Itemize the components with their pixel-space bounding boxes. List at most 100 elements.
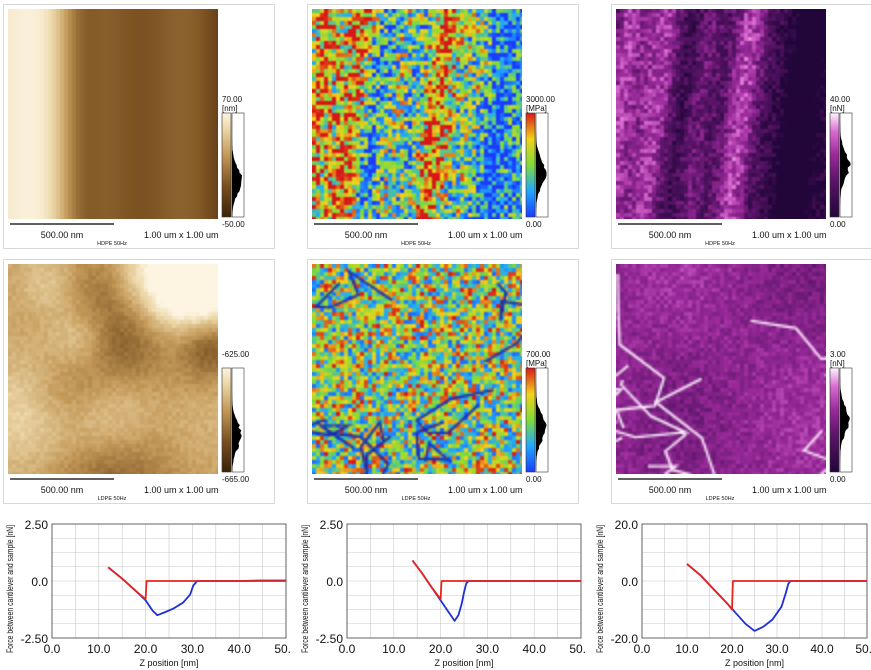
colorbar-unit-label: [nN] — [830, 104, 845, 113]
x-tick-label: 10.0 — [382, 642, 406, 656]
force-curve-svg: 0.010.020.030.040.050.020.00.0-20.0Z pos… — [595, 518, 871, 668]
approach-curve — [411, 559, 581, 601]
histogram — [232, 368, 242, 472]
sample-label: HDPE 50Hz — [97, 241, 127, 247]
afm-image — [616, 9, 826, 219]
x-tick-label: 50.0 — [274, 642, 290, 656]
y-axis-label: Force between cantilever and sample [nN] — [5, 525, 15, 653]
sample-label: HDPE 50Hz — [401, 241, 431, 247]
y-axis-label: Force between cantilever and sample [nN] — [595, 525, 605, 653]
colorbar-min-label: -50.00 — [222, 220, 245, 229]
colorbar — [221, 112, 232, 218]
colorbar — [829, 112, 840, 218]
colorbar-unit-label: [nN] — [830, 359, 845, 368]
afm-image — [8, 264, 218, 474]
x-tick-label: 0.0 — [634, 642, 651, 656]
y-tick-label: 2.50 — [25, 518, 49, 532]
retract-curve — [411, 559, 581, 622]
x-tick-label: 0.0 — [339, 642, 356, 656]
afm-panel-svg: 3000.00[MPa] 0.00 500.00 nm HDPE 50Hz 1.00 u… — [312, 9, 555, 247]
y-axis-label: Force between cantilever and sample [nN] — [300, 525, 310, 653]
x-tick-label: 40.0 — [810, 642, 834, 656]
afm-panel: 3.00 [nN] 0.00 500.00 nm LDPE 50Hz 1.00 um x … — [611, 259, 871, 504]
afm-panel-svg: 70.00[nm] -50.00 500.00 nm HDPE 50Hz 1.00 um… — [8, 9, 245, 247]
y-tick-label: 20.0 — [615, 518, 639, 532]
colorbar-max-label: 3000.00 — [526, 95, 555, 104]
afm-panel: 3000.00 [MPa] 0.00 500.00 nm HDPE 50Hz 1.00 u… — [307, 4, 579, 249]
scan-size-label: 1.00 um x 1.00 um — [448, 230, 523, 240]
afm-panel: -625.00 -665.00 500.00 nm LDPE 50Hz 1.00 um … — [3, 259, 275, 504]
afm-panel: 40.00 [nN] 0.00 500.00 nm HDPE 50Hz 1.00 um x… — [611, 4, 871, 249]
y-tick-label: 0.0 — [326, 575, 343, 589]
scale-bar-label: 500.00 nm — [345, 230, 388, 240]
scale-bar-label: 500.00 nm — [649, 230, 692, 240]
colorbar-min-label: 0.00 — [830, 220, 846, 229]
histogram — [232, 113, 242, 217]
colorbar — [525, 112, 536, 218]
colorbar-min-label: -665.00 — [222, 475, 250, 484]
colorbar — [525, 367, 536, 473]
force-curve-chart: 0.010.020.030.040.050.02.500.0-2.50Z pos… — [0, 516, 290, 670]
histogram — [536, 368, 547, 472]
x-axis-label: Z position [nm] — [139, 658, 198, 668]
x-tick-label: 40.0 — [228, 642, 252, 656]
x-axis-label: Z position [nm] — [725, 658, 784, 668]
x-tick-label: 0.0 — [44, 642, 61, 656]
afm-panel-svg: 3.00[nN] 0.00 500.00 nm LDPE 50Hz 1.00 um x … — [616, 264, 853, 502]
x-tick-label: 20.0 — [720, 642, 744, 656]
colorbar-max-label: 70.00 — [222, 95, 243, 104]
afm-image — [312, 264, 522, 474]
x-tick-label: 10.0 — [675, 642, 699, 656]
x-tick-label: 30.0 — [476, 642, 500, 656]
approach-curve — [686, 563, 867, 611]
colorbar-min-label: 0.00 — [526, 220, 542, 229]
colorbar-min-label: 0.00 — [830, 475, 846, 484]
scan-size-label: 1.00 um x 1.00 um — [752, 230, 827, 240]
sample-label: LDPE 50Hz — [402, 496, 431, 502]
x-tick-label: 50.0 — [855, 642, 871, 656]
histogram — [840, 113, 851, 217]
afm-image — [312, 9, 522, 219]
afm-panel: 70.00 [nm] -50.00 500.00 nm HDPE 50Hz 1.00 um… — [3, 4, 275, 249]
colorbar-max-label: 700.00 — [526, 350, 551, 359]
colorbar-min-label: 0.00 — [526, 475, 542, 484]
x-axis-label: Z position [nm] — [434, 658, 493, 668]
afm-image — [616, 264, 826, 474]
scan-size-label: 1.00 um x 1.00 um — [448, 485, 523, 495]
force-curve-chart: 0.010.020.030.040.050.02.500.0-2.50Z pos… — [295, 516, 585, 670]
afm-panel-svg: 700.00[MPa] 0.00 500.00 nm LDPE 50Hz 1.00 um… — [312, 264, 551, 502]
afm-panel: 700.00 [MPa] 0.00 500.00 nm LDPE 50Hz 1.00 um… — [307, 259, 579, 504]
afm-panel-svg: -625.00 -665.00 500.00 nm LDPE 50Hz 1.00 um … — [8, 264, 250, 502]
y-tick-label: 0.0 — [31, 575, 48, 589]
force-curve-svg: 0.010.020.030.040.050.02.500.0-2.50Z pos… — [5, 518, 290, 668]
colorbar-unit-label: [MPa] — [526, 104, 547, 113]
y-tick-label: -2.50 — [316, 632, 344, 646]
colorbar-max-label: 40.00 — [830, 95, 851, 104]
x-tick-label: 40.0 — [523, 642, 547, 656]
approach-curve — [107, 566, 286, 601]
y-tick-label: -20.0 — [611, 632, 639, 646]
y-tick-label: -2.50 — [21, 632, 49, 646]
x-tick-label: 50.0 — [569, 642, 585, 656]
scale-bar-label: 500.00 nm — [41, 485, 84, 495]
afm-image — [8, 9, 218, 219]
x-tick-label: 20.0 — [429, 642, 453, 656]
scale-bar-label: 500.00 nm — [41, 230, 84, 240]
colorbar-max-label: 3.00 — [830, 350, 846, 359]
scan-size-label: 1.00 um x 1.00 um — [144, 230, 219, 240]
y-tick-label: 2.50 — [320, 518, 344, 532]
colorbar-unit-label: [nm] — [222, 104, 238, 113]
scale-bar-label: 500.00 nm — [345, 485, 388, 495]
scan-size-label: 1.00 um x 1.00 um — [144, 485, 219, 495]
colorbar-unit-label: [MPa] — [526, 359, 547, 368]
sample-label: LDPE 50Hz — [706, 496, 735, 502]
force-curve-svg: 0.010.020.030.040.050.02.500.0-2.50Z pos… — [300, 518, 585, 668]
colorbar — [829, 367, 840, 473]
histogram — [840, 368, 850, 472]
sample-label: LDPE 50Hz — [98, 496, 127, 502]
x-tick-label: 10.0 — [87, 642, 111, 656]
x-tick-label: 30.0 — [181, 642, 205, 656]
force-curve-chart: 0.010.020.030.040.050.020.00.0-20.0Z pos… — [590, 516, 871, 670]
afm-panel-svg: 40.00[nN] 0.00 500.00 nm HDPE 50Hz 1.00 um x… — [616, 9, 853, 247]
x-tick-label: 30.0 — [765, 642, 789, 656]
